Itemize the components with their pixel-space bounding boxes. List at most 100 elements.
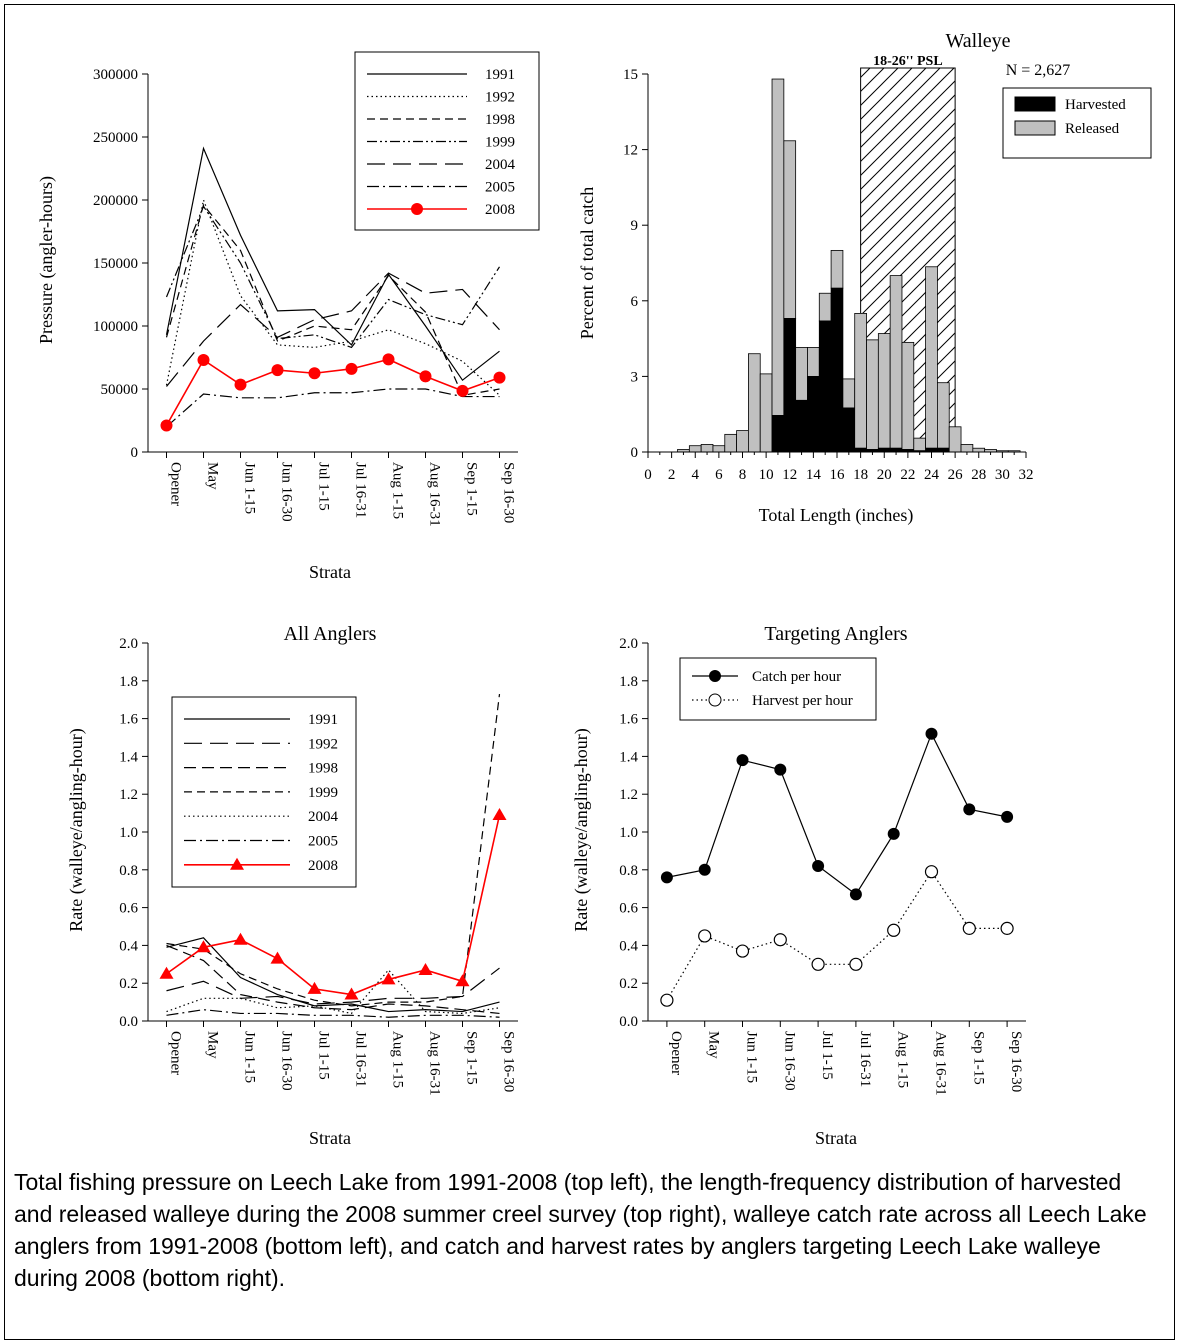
all-anglers-legend-label-2005: 2005: [308, 834, 338, 850]
pressure-point-2008: [271, 364, 284, 377]
released-bar: [960, 444, 974, 453]
targeting-point-harvest-per-hour: [811, 957, 825, 971]
all-anglers-legend-label-1998: 1998: [308, 761, 338, 777]
length-freq-y-tick-label: 12: [623, 143, 638, 159]
harvested-bar: [783, 318, 797, 453]
pressure-x-tick-label: Aug 1-15: [390, 462, 406, 519]
harvested-bar: [818, 320, 832, 453]
pressure-series-2005-line: [166, 388, 500, 428]
all-anglers-y-tick-label: 1.4: [119, 749, 138, 765]
released-bar: [877, 333, 891, 449]
targeting-x-tick-label: Jun 16-30: [781, 1031, 797, 1091]
targeting-y-tick-label: 0.2: [619, 976, 638, 992]
legend-label-harvested: Harvested: [1065, 97, 1126, 113]
harvested-bar: [842, 407, 856, 453]
length-freq-x-tick-label: 0: [644, 467, 652, 483]
pressure-legend-label-2004: 2004: [485, 157, 516, 173]
pressure-x-axis-label: Strata: [309, 562, 351, 582]
length-freq-x-tick-label: 30: [995, 467, 1010, 483]
legend-swatch-harvested: [1014, 96, 1056, 112]
length-freq-x-axis-label: Total Length (inches): [759, 505, 914, 526]
targeting-y-tick-label: 0.8: [619, 863, 638, 879]
pressure-series-1998-line: [165, 203, 500, 396]
targeting-x-tick-label: Aug 1-15: [895, 1031, 911, 1088]
all-anglers-legend-label-1991: 1991: [308, 712, 338, 728]
harvested-bar: [807, 375, 820, 453]
targeting-point-catch-per-hour: [1001, 810, 1014, 823]
targeting-series-harvest-per-hour-line: [666, 870, 1008, 1001]
harvested-bar: [889, 447, 903, 453]
pressure-point-2008: [493, 371, 506, 384]
figure-frame: [4, 4, 1175, 1340]
pressure-y-axis-label: Pressure (angler-hours): [36, 176, 57, 344]
pressure-y-tick-label: 300000: [93, 67, 138, 83]
pressure-x-tick-label: May: [205, 462, 221, 490]
pressure-x-tick-label: Jun 1-15: [242, 462, 258, 514]
targeting-y-tick-label: 1.0: [619, 825, 638, 841]
pressure-series-1999-line: [165, 205, 501, 349]
released-bar: [948, 426, 962, 453]
all-anglers-point-2008: [307, 981, 322, 994]
released-bar: [818, 292, 832, 322]
harvested-bar: [877, 447, 891, 453]
length-freq-y-tick-label: 15: [623, 67, 638, 83]
legend-label-released: Released: [1065, 121, 1120, 137]
pressure-point-2008: [345, 362, 358, 375]
harvested-bar: [925, 447, 938, 453]
all-anglers-y-tick-label: 0.6: [119, 901, 138, 917]
length-freq-x-tick-label: 8: [739, 467, 747, 483]
targeting-point-harvest-per-hour: [887, 923, 901, 937]
length-freq-x-tick-label: 20: [877, 467, 892, 483]
pressure-y-tick-label: 150000: [93, 256, 138, 272]
released-bar: [925, 266, 938, 449]
targeting-x-tick-label: Sep 1-15: [970, 1031, 986, 1085]
targeting-x-tick-label: Sep 16-30: [1008, 1031, 1024, 1092]
pressure-point-2008: [160, 419, 173, 432]
all-anglers-point-2008: [270, 951, 285, 964]
all-anglers-y-tick-label: 1.8: [119, 674, 138, 690]
length-frequency-chart: Walleye N = 2,627 Percent of total catch…: [577, 30, 1152, 526]
all-anglers-series-2004-line: [166, 969, 500, 1015]
pressure-point-2008: [419, 370, 432, 383]
all-anglers-legend-label-2004: 2004: [308, 809, 339, 825]
pressure-point-2008: [456, 384, 469, 397]
all-anglers-x-tick-label: Jul 1-15: [316, 1031, 332, 1080]
all-anglers-legend-label-2008: 2008: [308, 858, 338, 874]
targeting-point-catch-per-hour: [736, 754, 749, 767]
released-bar: [724, 433, 737, 453]
harvested-bar: [937, 447, 950, 453]
pressure-x-tick-label: Jul 1-15: [316, 462, 332, 511]
length-freq-x-tick-label: 10: [759, 467, 774, 483]
targeting-anglers-x-axis-label: Strata: [815, 1128, 857, 1148]
length-freq-x-tick-label: 4: [692, 467, 700, 483]
targeting-x-tick-label: Jun 1-15: [744, 1031, 760, 1083]
pressure-x-tick-label: Opener: [168, 462, 184, 506]
all-anglers-x-tick-label: Sep 1-15: [464, 1031, 480, 1085]
length-freq-x-tick-label: 12: [782, 467, 797, 483]
pressure-x-tick-label: Jul 16-31: [353, 462, 369, 518]
all-anglers-point-2008: [344, 987, 359, 1000]
targeting-x-tick-label: Jul 1-15: [819, 1031, 835, 1080]
released-bar: [712, 445, 726, 453]
targeting-point-harvest-per-hour: [924, 865, 939, 879]
all-anglers-series-1992-line: [166, 967, 500, 1005]
all-anglers-point-2008: [233, 932, 248, 945]
targeting-x-tick-label: May: [706, 1031, 722, 1059]
pressure-legend-label-1992: 1992: [485, 90, 515, 106]
pressure-point-2008: [197, 354, 210, 367]
all-anglers-x-tick-label: May: [205, 1031, 221, 1059]
released-bar: [795, 347, 808, 401]
length-freq-x-tick-label: 18: [853, 467, 868, 483]
all-anglers-series-1998-line: [166, 944, 500, 1015]
targeting-point-catch-per-hour: [887, 827, 900, 840]
released-bar: [972, 447, 986, 453]
targeting-point-harvest-per-hour: [660, 993, 674, 1007]
all-anglers-y-tick-label: 0.0: [119, 1014, 138, 1030]
targeting-x-tick-label: Opener: [668, 1031, 684, 1075]
released-bar: [736, 430, 749, 453]
length-freq-y-axis-label: Percent of total catch: [577, 187, 597, 339]
targeting-point-catch-per-hour: [774, 763, 787, 776]
released-bar: [807, 347, 820, 377]
harvested-bar: [830, 287, 844, 453]
targeting-point-catch-per-hour: [963, 803, 976, 816]
